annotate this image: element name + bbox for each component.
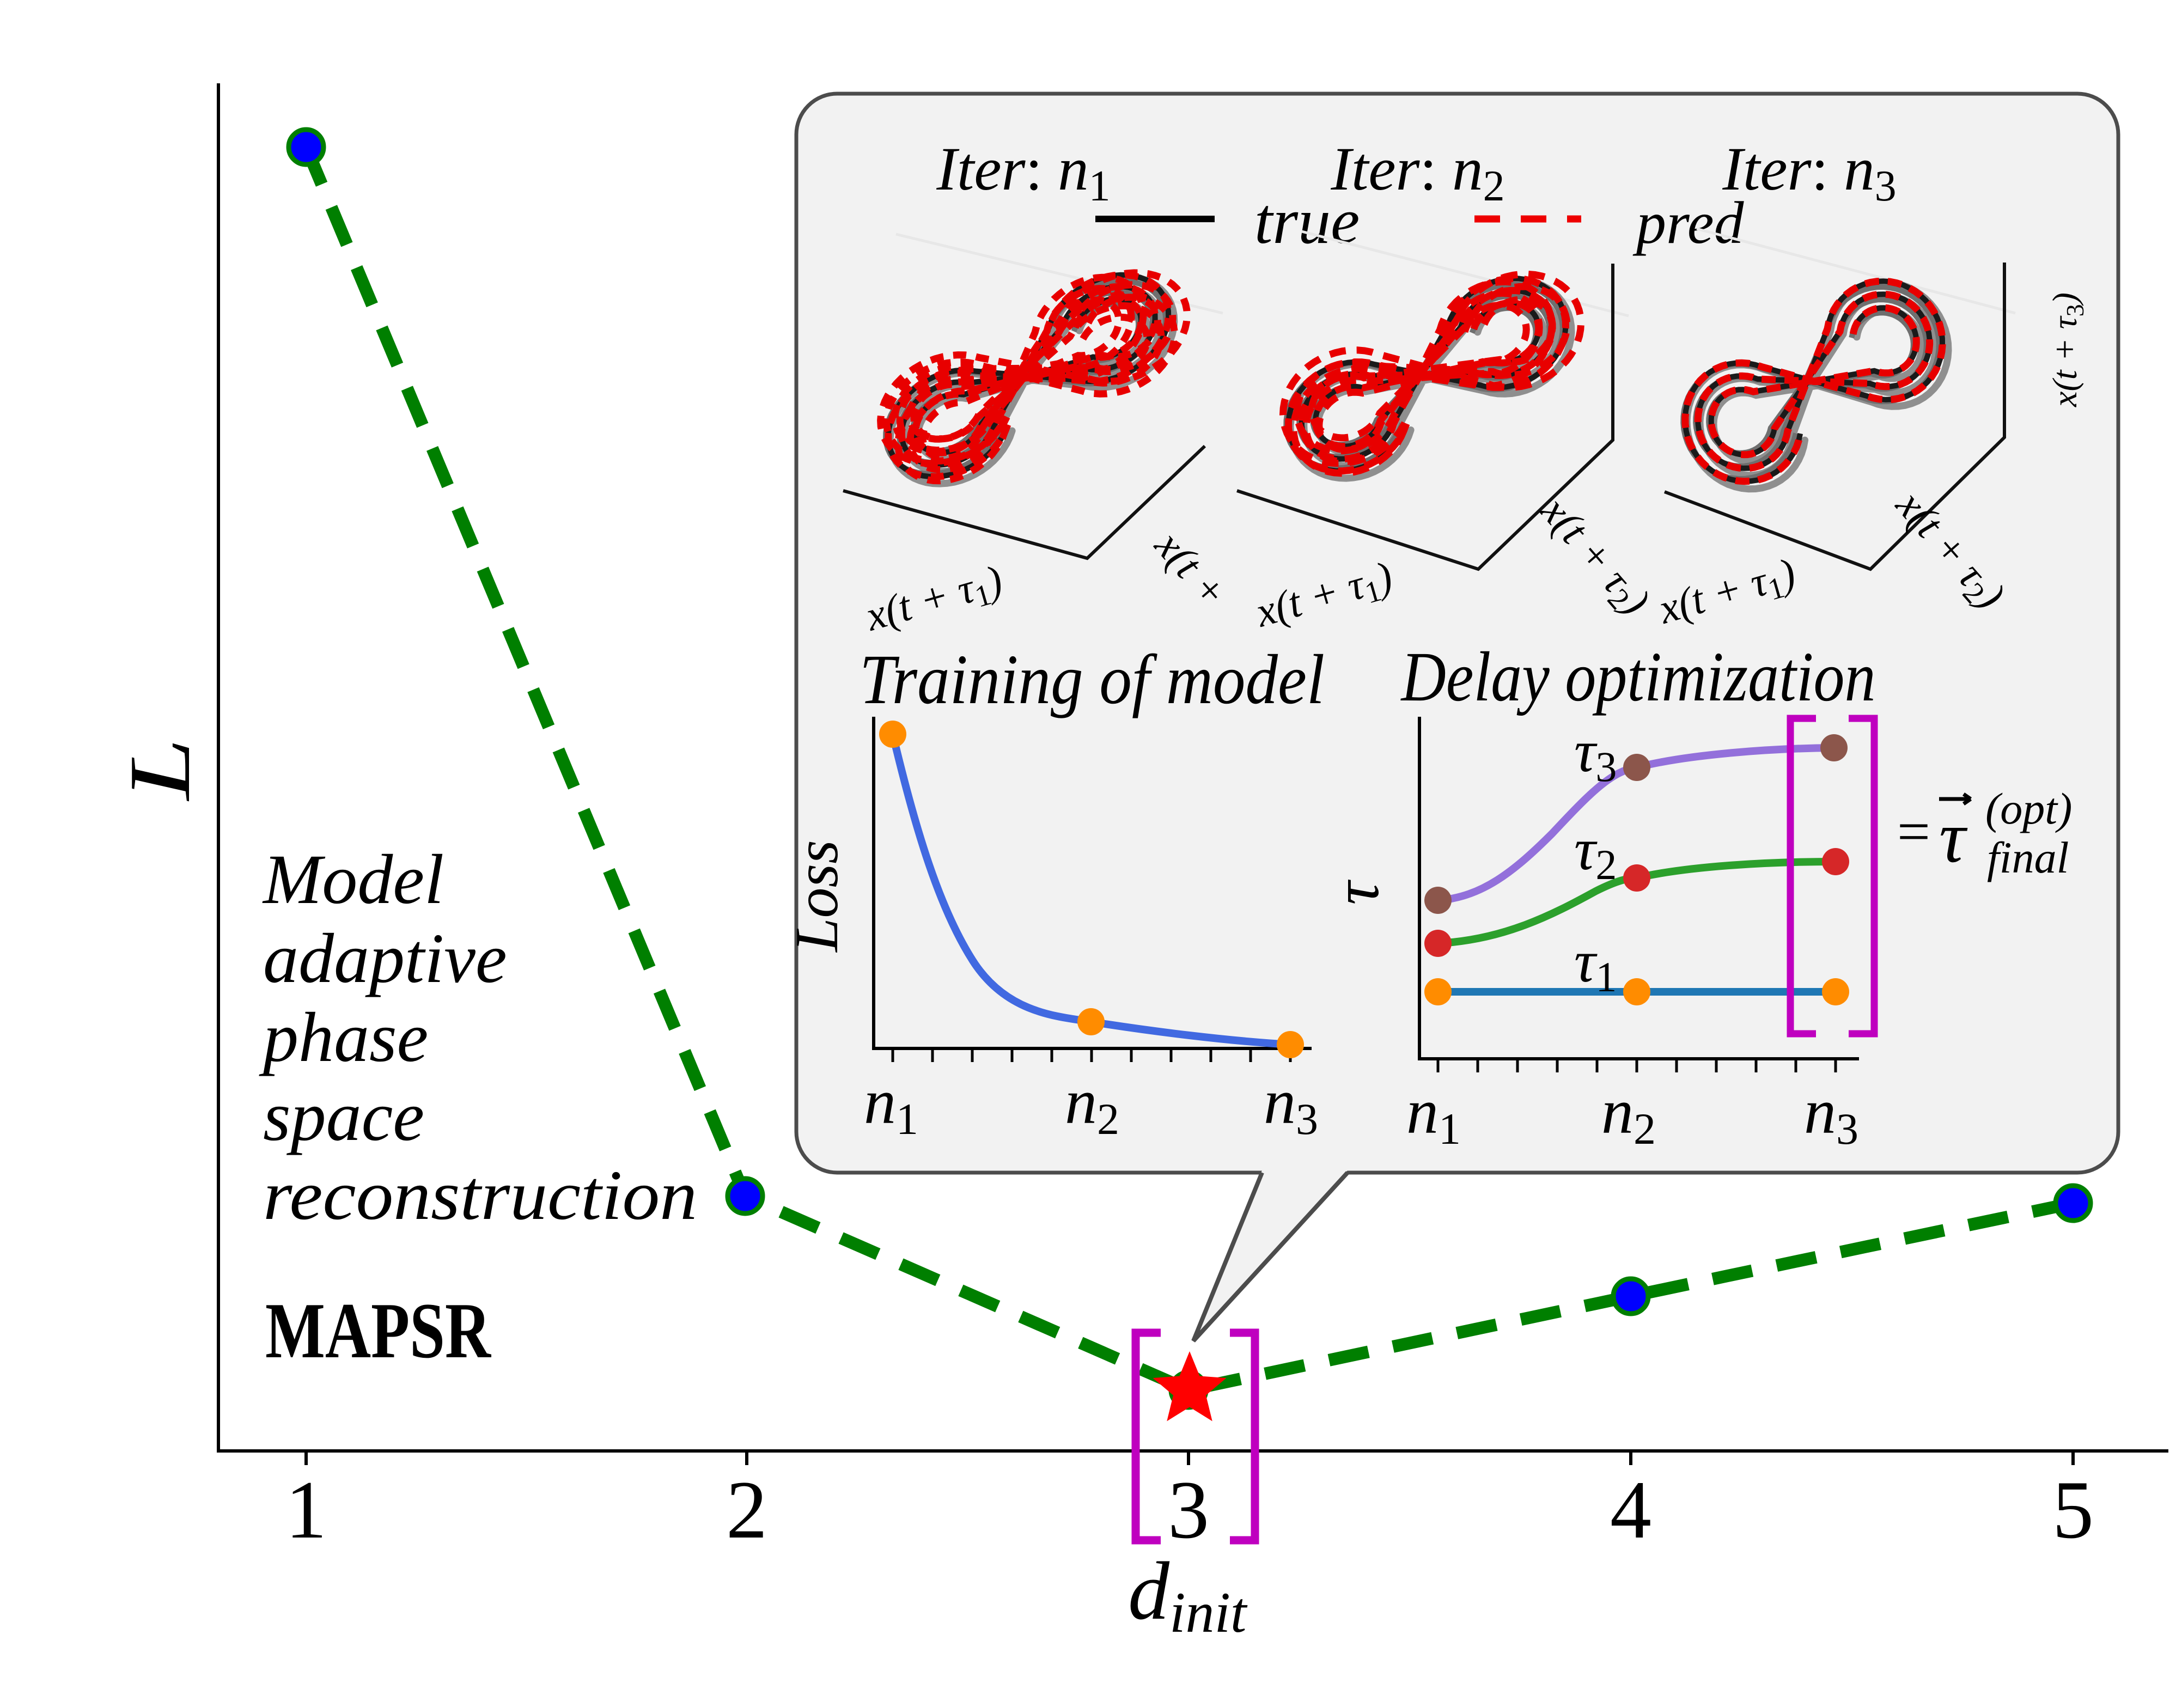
- svg-text:L: L: [111, 738, 208, 802]
- svg-text:space: space: [263, 1077, 424, 1156]
- svg-text:adaptive: adaptive: [263, 919, 507, 998]
- svg-text:Iter: n2: Iter: n2: [1330, 135, 1504, 210]
- svg-text:phase: phase: [259, 998, 428, 1077]
- svg-text:Iter: n3: Iter: n3: [1722, 135, 1896, 210]
- svg-text:true: true: [1254, 185, 1360, 257]
- svg-text:=: =: [1897, 800, 1930, 864]
- svg-text:final: final: [1987, 833, 2069, 882]
- svg-text:Delay optimization: Delay optimization: [1400, 638, 1876, 716]
- svg-text:Model: Model: [262, 840, 444, 919]
- svg-text:2: 2: [726, 1464, 767, 1555]
- svg-text:MAPSR: MAPSR: [265, 1286, 491, 1375]
- svg-text:reconstruction: reconstruction: [263, 1156, 697, 1235]
- svg-text:1: 1: [285, 1464, 327, 1555]
- svg-text:Training of model: Training of model: [860, 640, 1325, 719]
- svg-text:3: 3: [1168, 1464, 1209, 1555]
- svg-text:Iter: n1: Iter: n1: [936, 135, 1110, 210]
- svg-text:n2: n2: [1601, 1076, 1656, 1154]
- svg-text:Loss: Loss: [783, 840, 851, 953]
- svg-text:pred: pred: [1632, 190, 1745, 256]
- svg-text:4: 4: [1610, 1464, 1651, 1555]
- svg-text:n3: n3: [1804, 1076, 1858, 1154]
- svg-text:τ: τ: [1320, 879, 1392, 905]
- svg-text:τ: τ: [1939, 797, 1968, 878]
- svg-text:(opt): (opt): [1985, 784, 2072, 833]
- svg-text:5: 5: [2052, 1464, 2094, 1555]
